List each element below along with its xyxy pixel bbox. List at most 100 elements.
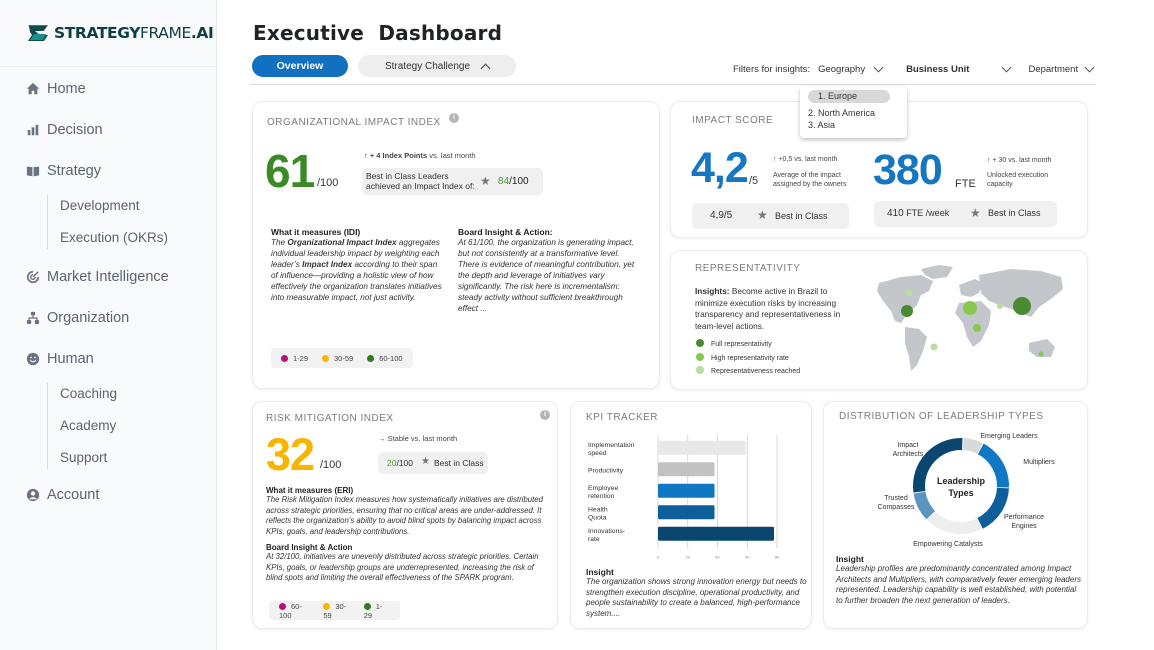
legend-item: 60-100 (279, 602, 313, 620)
sidebar-subitem-execution-okrs[interactable]: Execution (OKRs) (60, 230, 169, 245)
donut-segment[interactable] (977, 487, 1009, 529)
sidebar-subitem-coaching[interactable]: Coaching (60, 386, 118, 401)
kpi-bar[interactable] (658, 483, 715, 498)
oii-value: 61 (265, 145, 315, 197)
insight-text: The organization shows strong innovation… (586, 577, 807, 618)
marker-australia[interactable] (1038, 351, 1044, 357)
best-score-max: /100 (509, 176, 529, 187)
geography-option-europe[interactable]: 1. Europe (808, 90, 890, 103)
star-icon: ★ (757, 208, 768, 222)
y-category-label: Employee (588, 485, 618, 492)
donut-label: Trusted (884, 495, 908, 502)
y-category-label: retention (588, 493, 615, 500)
trend-suffix: vs. last month (429, 151, 476, 160)
tab-label: Strategy Challenge (384, 60, 471, 72)
donut-segment[interactable] (913, 438, 963, 493)
info-icon[interactable]: i (449, 113, 459, 123)
board-heading: Board Insight & Action (266, 543, 353, 552)
x-tick-label: 80 (775, 555, 780, 560)
legend-item: Full representativity (696, 338, 800, 352)
sidebar-subitem-academy[interactable]: Academy (60, 418, 117, 433)
kpi-bar[interactable] (658, 440, 746, 455)
donut-segment[interactable] (977, 443, 1009, 488)
sidebar-divider (0, 66, 216, 67)
marker-canada[interactable] (905, 289, 913, 297)
sidebar-item-account[interactable]: Account (26, 487, 99, 503)
best-score: 84/100 (498, 176, 529, 187)
geography-option-asia[interactable]: 3. Asia (808, 120, 836, 130)
card-title: IMPACT SCORE (692, 115, 774, 126)
chevron-down-icon (873, 62, 884, 73)
leadership-donut-chart: Emerging Leaders Multipliers Performance En… (878, 433, 1056, 548)
marker-usa[interactable] (901, 305, 913, 317)
sidebar-item-decision[interactable]: Decision (26, 122, 103, 138)
brand-logo[interactable]: STRATEGYFRAME.AI (26, 22, 214, 44)
marker-north-africa[interactable] (973, 324, 981, 332)
rmi-measures: What it measures (ERI) The Risk Mitigati… (266, 486, 551, 537)
marker-china[interactable] (1013, 297, 1031, 315)
legend-label: 30-59 (323, 601, 347, 620)
insight-text: Leadership profiles are predominantly co… (836, 564, 1081, 605)
sidebar-item-strategy[interactable]: Strategy (26, 163, 101, 179)
legend-item: High representativity rate (696, 352, 800, 366)
sidebar-item-market-intelligence[interactable]: Market Intelligence (26, 269, 169, 285)
brand-name: STRATEGYFRAME.AI (54, 24, 214, 42)
legend-dot (323, 602, 331, 610)
legend-dot (367, 354, 375, 362)
tab-label: Overview (276, 60, 324, 72)
tab-strategy-challenge[interactable]: Strategy Challenge (358, 55, 516, 77)
donut-label: Engines (1011, 523, 1037, 530)
tab-overview[interactable]: Overview (252, 55, 348, 77)
sidebar-subitem-development[interactable]: Development (60, 198, 140, 213)
logo-mark-icon (28, 25, 48, 41)
best-label: Best in Class (434, 458, 484, 468)
legend-item: 60-100 (367, 353, 403, 363)
donut-segment[interactable] (913, 491, 936, 520)
filter-label: Geography (818, 64, 866, 75)
chevron-down-icon (1002, 62, 1012, 73)
kpi-bar[interactable] (658, 526, 775, 541)
best-line-1: Best in Class Leaders (366, 171, 449, 181)
marker-central-asia[interactable] (997, 303, 1003, 309)
legend-label: 60-100 (379, 353, 403, 363)
geography-option-north-america[interactable]: 2. North America (808, 108, 876, 118)
legend-dot (322, 354, 330, 362)
donut-label: Impact (897, 442, 918, 449)
donut-label: Performance (1004, 514, 1044, 521)
y-category-label: rate (588, 536, 600, 543)
rmi-trend: → Stable vs. last month (378, 434, 458, 443)
business-unit-filter[interactable]: Business Unit (906, 62, 1012, 75)
marker-brazil[interactable] (930, 343, 938, 351)
geography-filter[interactable]: Geography (818, 62, 884, 75)
marker-europe[interactable] (963, 301, 977, 315)
sidebar-item-human[interactable]: Human (26, 351, 94, 367)
fte-best: 410 FTE /week ★ Best in Class (874, 201, 1057, 227)
insight-label: Insights: (695, 286, 730, 296)
fte-best-unit: FTE /week (903, 208, 950, 218)
page-title: Executive Dashboard (253, 21, 503, 45)
info-icon[interactable]: i (540, 410, 550, 420)
filter-label: Department (1028, 64, 1079, 75)
sidebar-item-home[interactable]: Home (26, 81, 86, 97)
legend-dot (696, 339, 704, 347)
x-tick-label: 20 (686, 555, 691, 560)
sidebar-subitem-support[interactable]: Support (60, 450, 108, 465)
kpi-bar[interactable] (658, 505, 715, 520)
rmi-max: /100 (320, 459, 342, 471)
desc-line: capacity (987, 181, 1013, 188)
best-score-value: 84 (498, 176, 510, 187)
donut-segment[interactable] (962, 438, 983, 454)
measures-heading: What it measures (ERI) (266, 486, 354, 495)
text-bold: Organizational Impact Index (287, 238, 397, 247)
department-filter[interactable]: Department (1028, 62, 1095, 75)
best-in-class-text: Best in Class Leaders achieved an Impact… (366, 171, 475, 191)
insight-heading: Insight (586, 567, 614, 577)
sidebar-item-organization[interactable]: Organization (26, 310, 129, 326)
legend-item: 30-59 (322, 354, 353, 363)
donut-segment[interactable] (927, 511, 982, 534)
kpi-bar[interactable] (658, 462, 715, 477)
oii-best-in-class: Best in Class Leaders achieved an Impact… (362, 168, 543, 195)
smiley-icon (26, 352, 40, 366)
kpi-insight: Insight The organization shows strong in… (586, 567, 808, 619)
fte-trend: ↑ + 30 vs. last month (987, 157, 1052, 164)
